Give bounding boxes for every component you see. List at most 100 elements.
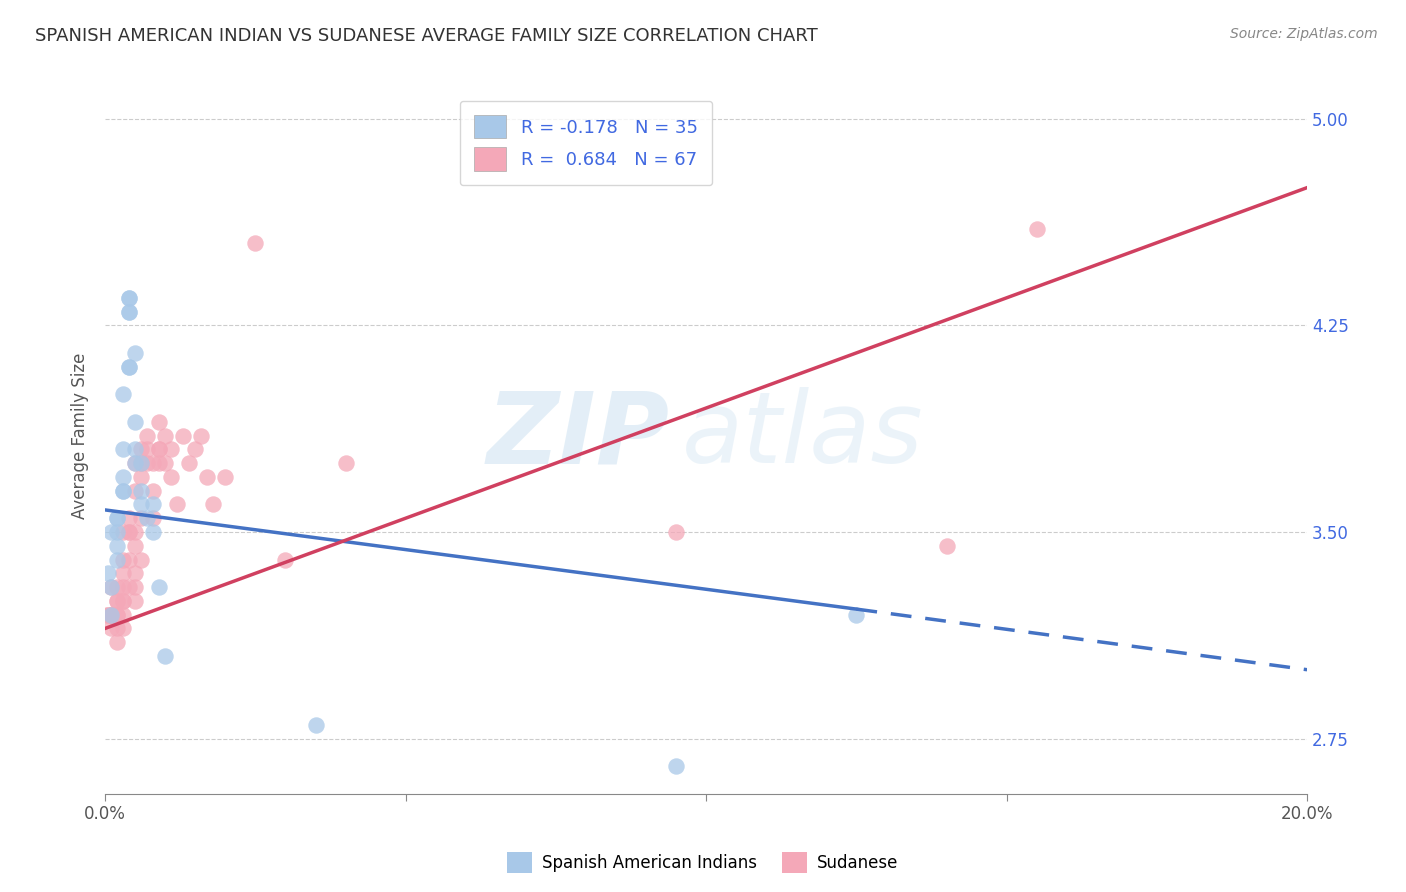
Point (179, 456, 201, 470)
Point (136, 511, 159, 525)
Point (112, 621, 135, 635)
Point (105, 524, 128, 539)
Point (112, 442, 135, 457)
Point (129, 552, 152, 566)
Point (129, 470, 152, 484)
Y-axis label: Average Family Size: Average Family Size (72, 352, 89, 519)
Point (124, 346, 146, 360)
Point (214, 470, 236, 484)
Point (96, 607, 118, 622)
Point (105, 607, 128, 622)
Point (124, 539, 146, 553)
Point (129, 442, 152, 457)
Point (124, 566, 146, 581)
Point (112, 524, 135, 539)
Text: SPANISH AMERICAN INDIAN VS SUDANESE AVERAGE FAMILY SIZE CORRELATION CHART: SPANISH AMERICAN INDIAN VS SUDANESE AVER… (35, 27, 818, 45)
Point (129, 456, 152, 470)
Point (129, 456, 152, 470)
Point (105, 580, 128, 594)
Point (124, 456, 146, 470)
Point (112, 580, 135, 594)
Point (124, 524, 146, 539)
Point (112, 594, 135, 608)
Point (105, 621, 128, 635)
Point (124, 580, 146, 594)
Point (118, 580, 141, 594)
Point (97, 566, 120, 581)
Point (118, 304, 141, 318)
Point (160, 470, 183, 484)
Point (100, 607, 122, 622)
Point (155, 456, 177, 470)
Point (124, 594, 146, 608)
Point (845, 607, 868, 622)
Point (100, 580, 122, 594)
Text: ZIP: ZIP (486, 387, 671, 484)
Point (148, 442, 170, 457)
Point (129, 483, 152, 498)
Point (142, 497, 165, 511)
Point (142, 524, 165, 539)
Text: Source: ZipAtlas.com: Source: ZipAtlas.com (1230, 27, 1378, 41)
Point (124, 442, 146, 457)
Point (124, 456, 146, 470)
Point (100, 580, 122, 594)
Point (118, 291, 141, 305)
Point (148, 580, 170, 594)
Point (118, 552, 141, 566)
Point (148, 442, 170, 457)
Point (100, 607, 122, 622)
Text: atlas: atlas (682, 387, 924, 484)
Point (172, 428, 194, 442)
Point (118, 511, 141, 525)
Point (190, 428, 212, 442)
Point (148, 415, 170, 429)
Point (112, 470, 135, 484)
Point (155, 648, 177, 663)
Point (105, 607, 128, 622)
Point (118, 304, 141, 318)
Point (112, 483, 135, 498)
Point (304, 718, 326, 732)
Point (142, 483, 165, 498)
Point (136, 428, 159, 442)
Point (105, 552, 128, 566)
Point (160, 442, 183, 457)
Point (105, 635, 128, 649)
Point (665, 524, 688, 539)
Point (335, 456, 357, 470)
Point (118, 359, 141, 374)
Point (665, 759, 688, 773)
Legend: R = -0.178   N = 35, R =  0.684   N = 67: R = -0.178 N = 35, R = 0.684 N = 67 (460, 101, 713, 186)
Point (105, 594, 128, 608)
Point (112, 594, 135, 608)
Point (155, 428, 177, 442)
Point (105, 594, 128, 608)
Point (148, 456, 170, 470)
Point (274, 552, 297, 566)
Point (118, 524, 141, 539)
Point (112, 483, 135, 498)
Point (245, 235, 267, 250)
Point (935, 539, 957, 553)
Point (118, 524, 141, 539)
Point (100, 607, 122, 622)
Point (184, 442, 207, 457)
Point (112, 607, 135, 622)
Point (100, 607, 122, 622)
Point (142, 456, 165, 470)
Point (105, 511, 128, 525)
Point (195, 470, 218, 484)
Point (202, 497, 225, 511)
Point (129, 511, 152, 525)
Point (1025, 222, 1047, 236)
Point (112, 552, 135, 566)
Point (118, 291, 141, 305)
Point (112, 387, 135, 401)
Point (100, 524, 122, 539)
Point (97, 607, 120, 622)
Point (124, 483, 146, 498)
Point (100, 621, 122, 635)
Point (118, 359, 141, 374)
Point (129, 497, 152, 511)
